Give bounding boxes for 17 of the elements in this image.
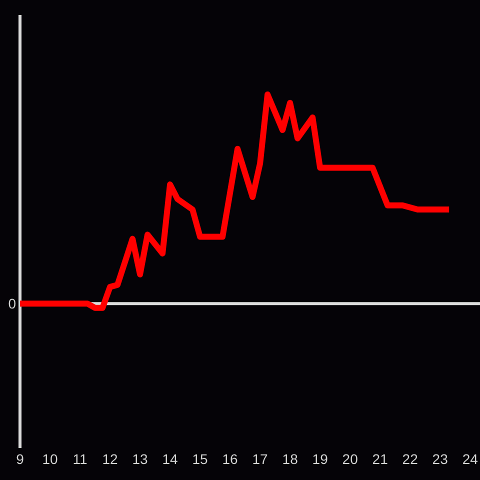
x-tick-label: 11 <box>72 450 88 467</box>
x-tick-label: 22 <box>402 450 418 467</box>
ref-line-label: 0 <box>8 296 16 312</box>
x-tick-label: 24 <box>462 450 478 467</box>
x-tick-label: 10 <box>42 450 58 467</box>
x-tick-label: 9 <box>16 450 24 467</box>
x-tick-label: 21 <box>372 450 388 467</box>
x-tick-label: 12 <box>102 450 118 467</box>
x-tick-label: 13 <box>132 450 148 467</box>
x-tick-label: 17 <box>252 450 268 467</box>
x-tick-label: 16 <box>222 450 238 467</box>
x-tick-label: 15 <box>192 450 208 467</box>
x-tick-label: 19 <box>312 450 328 467</box>
x-tick-label: 14 <box>162 450 178 467</box>
x-tick-label: 20 <box>342 450 358 467</box>
x-tick-label: 18 <box>282 450 298 467</box>
x-tick-label: 23 <box>432 450 448 467</box>
